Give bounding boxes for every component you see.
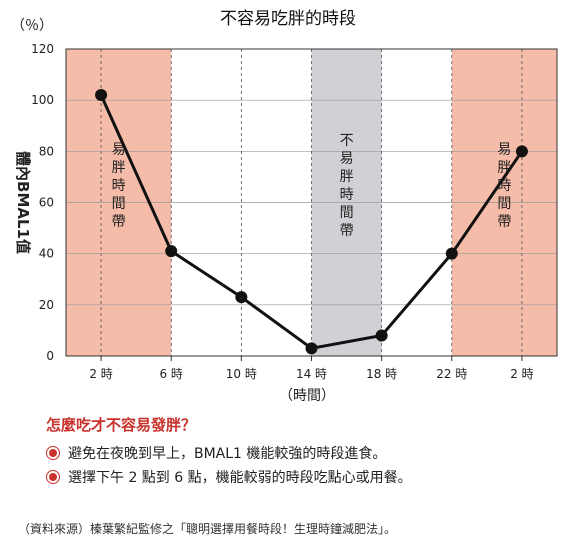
x-tick-label: 2 時 bbox=[510, 367, 533, 381]
band-label: 易胖時間帶 bbox=[112, 142, 126, 230]
tip-text: 選擇下午 2 點到 6 點，機能較弱的時段吃點心或用餐。 bbox=[68, 470, 412, 486]
tips-title: 怎麼吃才不容易發胖？ bbox=[46, 416, 197, 434]
y-tick-label: 40 bbox=[39, 247, 54, 261]
x-tick-label: 2 時 bbox=[89, 367, 112, 381]
x-tick-label: 10 時 bbox=[226, 367, 257, 381]
y-axis-ticks: 0 20 40 60 80 100 120 bbox=[31, 42, 54, 363]
tip-item: 選擇下午 2 點到 6 點，機能較弱的時段吃點心或用餐。 bbox=[46, 465, 550, 489]
x-tick-label: 14 時 bbox=[296, 367, 327, 381]
tip-text: 避免在夜晚到早上，BMAL1 機能較強的時段進食。 bbox=[68, 446, 387, 462]
bullet-icon bbox=[46, 470, 60, 484]
data-point bbox=[515, 145, 528, 158]
chart-title: 不容易吃胖的時段 bbox=[220, 9, 356, 29]
data-point bbox=[165, 245, 178, 258]
x-axis-label: （時間） bbox=[279, 388, 335, 404]
y-tick-label: 0 bbox=[46, 349, 54, 363]
x-tick-label: 22 時 bbox=[436, 367, 467, 381]
chart: 易胖時間帶 不易胖時間帶 易胖時間帶 0 20 40 60 80 100 120 2 時 6 時 1… bbox=[11, 9, 558, 404]
y-tick-label: 100 bbox=[31, 93, 54, 107]
data-point bbox=[235, 291, 248, 304]
x-tick-label: 6 時 bbox=[159, 367, 182, 381]
band-label: 易胖時間帶 bbox=[497, 142, 511, 230]
y-axis-label: 體內BMAL1值 bbox=[14, 151, 32, 254]
y-tick-label: 20 bbox=[39, 298, 54, 312]
tip-item: 避免在夜晚到早上，BMAL1 機能較強的時段進食。 bbox=[46, 441, 550, 465]
tips-section: 怎麼吃才不容易發胖？ 避免在夜晚到早上，BMAL1 機能較強的時段進食。 選擇下… bbox=[40, 414, 550, 489]
data-point bbox=[305, 342, 318, 355]
y-tick-label: 120 bbox=[31, 42, 54, 56]
data-point bbox=[445, 247, 458, 260]
series bbox=[95, 89, 528, 355]
y-tick-label: 80 bbox=[39, 144, 54, 158]
y-axis-unit: （％） bbox=[11, 18, 53, 34]
y-tick-label: 60 bbox=[39, 196, 54, 210]
data-point bbox=[375, 329, 388, 342]
band-labels: 易胖時間帶 不易胖時間帶 易胖時間帶 bbox=[112, 133, 512, 239]
x-tick-label: 18 時 bbox=[366, 367, 397, 381]
data-point bbox=[95, 89, 108, 102]
x-axis-ticks: 2 時 6 時 10 時 14 時 18 時 22 時 2 時 bbox=[89, 356, 534, 381]
band-label: 不易胖時間帶 bbox=[340, 133, 354, 239]
bullet-icon bbox=[46, 446, 60, 460]
source-note: （資料來源）榛葉繁紀監修之「聰明選擇用餐時段！生理時鐘減肥法」。 bbox=[18, 522, 397, 536]
